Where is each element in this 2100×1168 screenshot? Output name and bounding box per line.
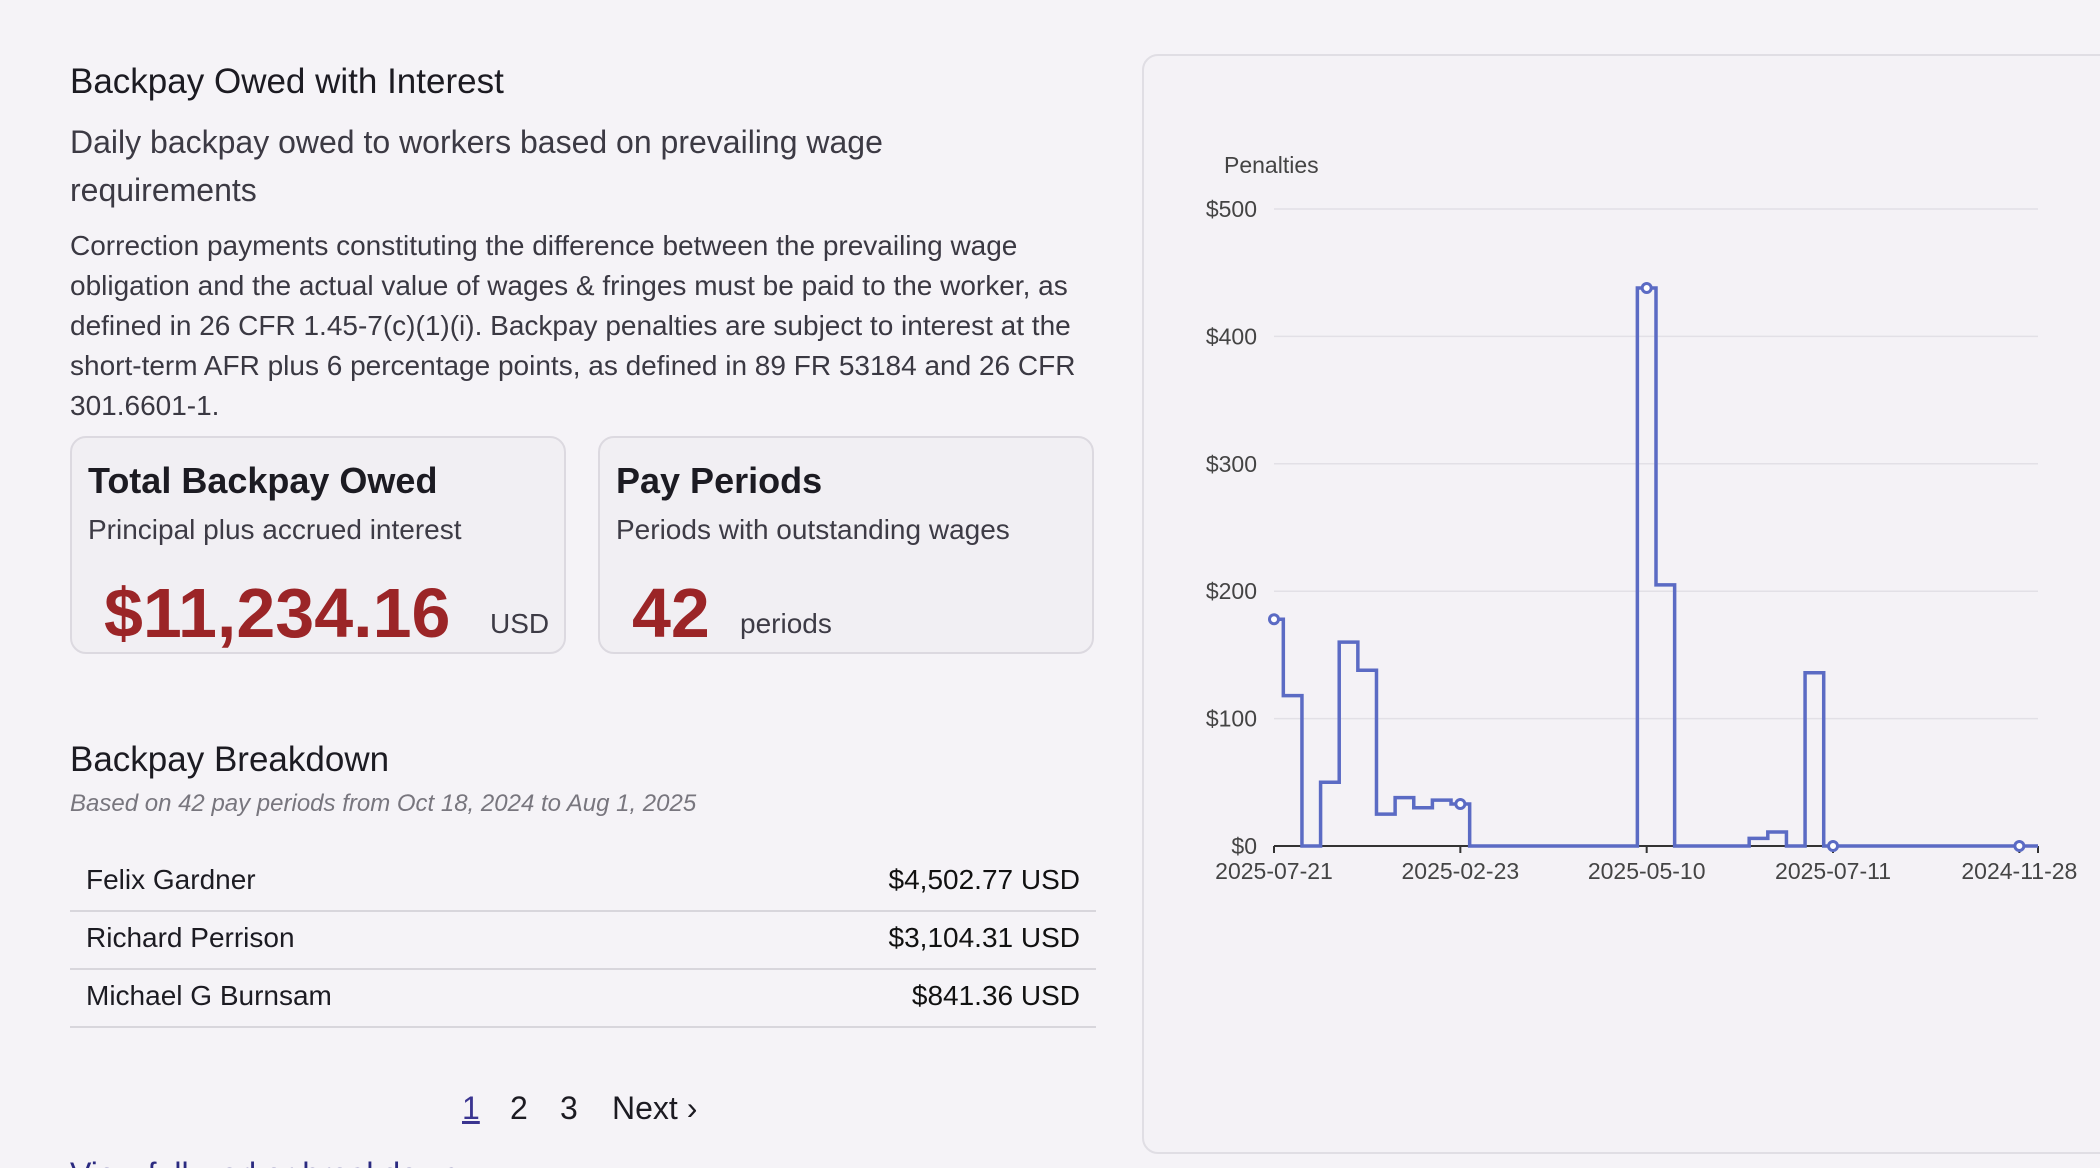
card-subtitle: Principal plus accrued interest — [88, 514, 462, 545]
table-row: Richard Perrison $3,104.31 USD — [70, 912, 1096, 970]
x-tick-label: 2025-07-21 — [1215, 858, 1333, 884]
data-point — [1827, 840, 1840, 852]
data-point — [2013, 840, 2026, 852]
breakdown-table: Felix Gardner $4,502.77 USD Richard Perr… — [70, 854, 1096, 1028]
x-tick-label: 2025-02-23 — [1402, 858, 1520, 884]
stat-cards: Total Backpay Owed Principal plus accrue… — [70, 436, 1096, 656]
worker-name: Richard Perrison — [86, 922, 295, 953]
y-tick-label: $0 — [1231, 833, 1257, 859]
view-full-breakdown-label: View full worker breakdown — [70, 1156, 459, 1168]
worker-amount: $4,502.77 USD — [888, 864, 1080, 895]
page-title: Backpay Owed with Interest — [70, 62, 504, 101]
total-backpay-unit: USD — [490, 608, 550, 639]
y-tick-label: $400 — [1206, 323, 1257, 349]
worker-amount: $841.36 USD — [911, 980, 1080, 1011]
total-backpay-card: Total Backpay Owed Principal plus accrue… — [70, 436, 566, 654]
data-point — [1268, 613, 1280, 626]
page-3-link[interactable]: 3 — [560, 1090, 578, 1126]
breakdown-subtitle: Based on 42 pay periods from Oct 18, 202… — [70, 790, 697, 817]
pay-periods-card: Pay Periods Periods with outstanding wag… — [598, 436, 1094, 654]
page-1-link[interactable]: 1 — [462, 1090, 480, 1126]
worker-amount: $3,104.31 USD — [888, 922, 1080, 953]
worker-name: Michael G Burnsam — [86, 980, 332, 1011]
penalties-chart-card: Penalties $0 $100 $200 $300 $400 $500 2025-07-2… — [1142, 54, 2100, 1154]
x-tick-label: 2025-07-11 — [1775, 858, 1891, 884]
data-point — [1454, 797, 1467, 810]
description: Correction payments constituting the dif… — [70, 230, 1076, 421]
total-backpay-value: $11,234.16 — [104, 574, 451, 652]
table-row: Felix Gardner $4,502.77 USD — [70, 854, 1096, 912]
breakdown-title: Backpay Breakdown — [70, 740, 390, 779]
penalties-chart: Penalties $0 $100 $200 $300 $400 $500 2025-07-2… — [1206, 152, 2078, 884]
page-2-link[interactable]: 2 — [510, 1090, 528, 1126]
card-title: Total Backpay Owed — [88, 460, 438, 501]
next-page-link[interactable]: Next › — [612, 1090, 698, 1126]
series-line — [1274, 286, 2038, 848]
y-tick-label: $200 — [1206, 578, 1257, 604]
table-row: Michael G Burnsam $841.36 USD — [70, 970, 1096, 1028]
card-subtitle: Periods with outstanding wages — [616, 514, 1010, 545]
y-tick-label: $300 — [1206, 451, 1257, 477]
pay-periods-unit: periods — [740, 608, 832, 639]
y-tick-label: $500 — [1206, 196, 1257, 222]
pagination: 1 2 3 Next › — [70, 1090, 1096, 1134]
data-point — [1640, 281, 1653, 294]
summary-panel: Backpay Owed with Interest Daily backpay… — [70, 58, 1096, 1168]
x-tick-label: 2024-11-28 — [1961, 858, 2077, 884]
x-tick-label: 2025-05-10 — [1588, 858, 1706, 884]
y-tick-label: $100 — [1206, 706, 1257, 732]
worker-name: Felix Gardner — [86, 864, 256, 895]
arrow-right-icon: → — [469, 1156, 501, 1168]
card-title: Pay Periods — [616, 460, 823, 501]
view-full-breakdown-link[interactable]: View full worker breakdown → — [70, 1156, 501, 1168]
y-axis-label: Penalties — [1224, 152, 1319, 178]
pay-periods-value: 42 — [632, 574, 710, 652]
page-subtitle: Daily backpay owed to workers based on p… — [70, 124, 883, 208]
